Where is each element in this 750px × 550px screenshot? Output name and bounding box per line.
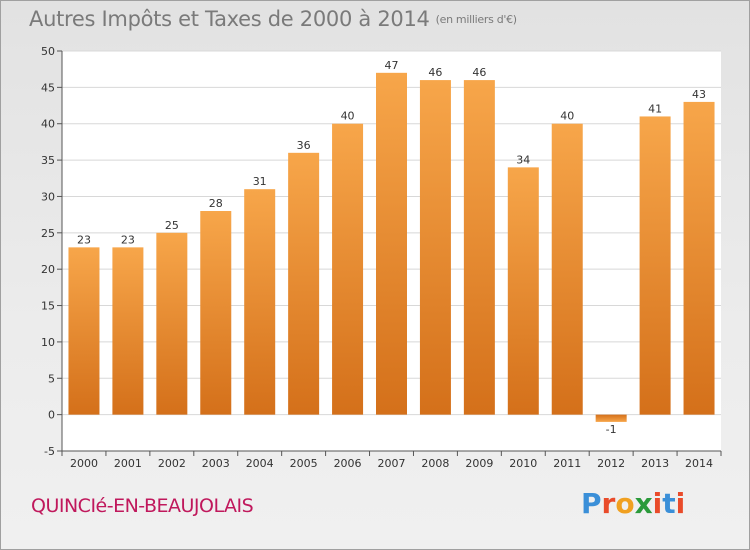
logo-letter: i	[675, 487, 686, 520]
x-tick-label: 2000	[70, 457, 98, 470]
bar-2001	[112, 247, 144, 415]
proxiti-logo: Proxiti	[581, 487, 685, 520]
data-label: 23	[121, 233, 135, 246]
x-tick-label: 2006	[334, 457, 362, 470]
bar-2013	[639, 116, 671, 415]
data-label: 36	[297, 139, 311, 152]
x-tick-label: 2007	[378, 457, 406, 470]
y-tick-label: 15	[41, 300, 55, 313]
data-label: 46	[472, 66, 486, 79]
logo-letter: r	[601, 487, 616, 520]
x-axis: 2000 2001 2002 2003 2004 2005 2006 2007 2008 2009…	[61, 450, 722, 470]
data-label: 41	[648, 102, 662, 115]
y-tick-label: 50	[41, 45, 55, 58]
y-tick-label: 35	[41, 154, 55, 167]
y-tick-label: 30	[41, 190, 55, 203]
x-tick-label: 2014	[685, 457, 713, 470]
bars: 23 23 25 28 31 36 40 47 46 46 34 40 -1 41 43	[68, 59, 715, 436]
y-tick-label: -5	[44, 445, 55, 458]
data-label: 25	[165, 219, 179, 232]
x-tick-label: 2001	[114, 457, 142, 470]
bar-2009	[463, 80, 495, 415]
logo-letter: o	[615, 487, 635, 520]
y-tick-label: 0	[48, 409, 55, 422]
bar-2004	[244, 189, 276, 415]
bar-2007	[376, 72, 407, 415]
y-tick-label: 45	[41, 81, 55, 94]
bar-2012	[595, 414, 627, 422]
bar-2002	[156, 232, 188, 415]
logo-letter: i	[652, 487, 663, 520]
chart-title: Autres Impôts et Taxes de 2000 à 2014 (en…	[29, 7, 517, 31]
bar-2008	[419, 80, 451, 415]
data-label: -1	[606, 423, 617, 436]
y-tick-label: 10	[41, 336, 55, 349]
logo-letter: P	[581, 487, 602, 520]
bar-2010	[507, 167, 539, 415]
y-tick-label: 25	[41, 227, 55, 240]
place-name: QUINCIé-EN-BEAUJOLAIS	[31, 495, 254, 517]
data-label: 28	[209, 197, 223, 210]
chart-title-unit: (en milliers d'€)	[435, 13, 517, 26]
data-label: 23	[77, 233, 91, 246]
data-label: 34	[516, 153, 530, 166]
bar-2014	[683, 101, 715, 415]
bar-2003	[200, 211, 232, 415]
x-tick-label: 2003	[202, 457, 230, 470]
data-label: 40	[560, 110, 574, 123]
x-tick-label: 2010	[509, 457, 537, 470]
data-label: 31	[253, 175, 267, 188]
data-label: 46	[428, 66, 442, 79]
x-tick-label: 2008	[421, 457, 449, 470]
x-tick-label: 2002	[158, 457, 186, 470]
x-tick-label: 2004	[246, 457, 274, 470]
chart-title-main: Autres Impôts et Taxes de 2000 à 2014	[29, 7, 430, 31]
data-label: 40	[341, 110, 355, 123]
x-tick-label: 2005	[290, 457, 318, 470]
bar-2011	[551, 123, 583, 415]
x-tick-label: 2011	[553, 457, 581, 470]
y-tick-label: 20	[41, 263, 55, 276]
bar-2006	[332, 123, 364, 415]
logo-letter: t	[662, 487, 676, 520]
bar-2005	[288, 152, 320, 415]
data-label: 43	[692, 88, 706, 101]
x-tick-label: 2013	[641, 457, 669, 470]
y-tick-label: 40	[41, 118, 55, 131]
y-tick-label: 5	[48, 372, 55, 385]
data-label: 47	[385, 59, 399, 72]
x-tick-label: 2009	[465, 457, 493, 470]
y-axis: -5 0 5 10 15 20 25 30 35 40 45 50	[41, 45, 63, 458]
logo-letter: x	[634, 487, 653, 520]
bar-2000	[68, 247, 100, 415]
x-tick-label: 2012	[597, 457, 625, 470]
